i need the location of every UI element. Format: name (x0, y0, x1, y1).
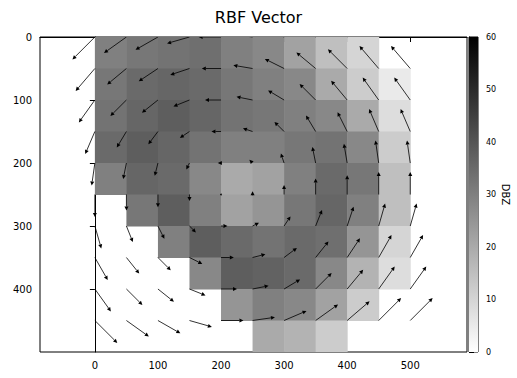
svg-text:40: 40 (486, 138, 496, 147)
svg-text:300: 300 (275, 360, 294, 371)
svg-text:0: 0 (26, 32, 32, 43)
svg-text:60: 60 (486, 33, 496, 42)
svg-text:0: 0 (486, 348, 491, 357)
svg-text:50: 50 (486, 85, 496, 94)
svg-text:200: 200 (211, 360, 230, 371)
svg-text:100: 100 (13, 95, 32, 106)
svg-text:30: 30 (486, 190, 496, 199)
svg-text:400: 400 (338, 360, 357, 371)
svg-text:RBF Vector: RBF Vector (215, 8, 303, 27)
svg-text:DBZ: DBZ (500, 184, 511, 206)
svg-text:0: 0 (92, 360, 98, 371)
svg-text:400: 400 (13, 284, 32, 295)
svg-text:500: 500 (401, 360, 420, 371)
svg-text:200: 200 (13, 158, 32, 169)
svg-text:300: 300 (13, 221, 32, 232)
svg-text:10: 10 (486, 295, 496, 304)
svg-text:20: 20 (486, 243, 496, 252)
svg-text:100: 100 (148, 360, 167, 371)
